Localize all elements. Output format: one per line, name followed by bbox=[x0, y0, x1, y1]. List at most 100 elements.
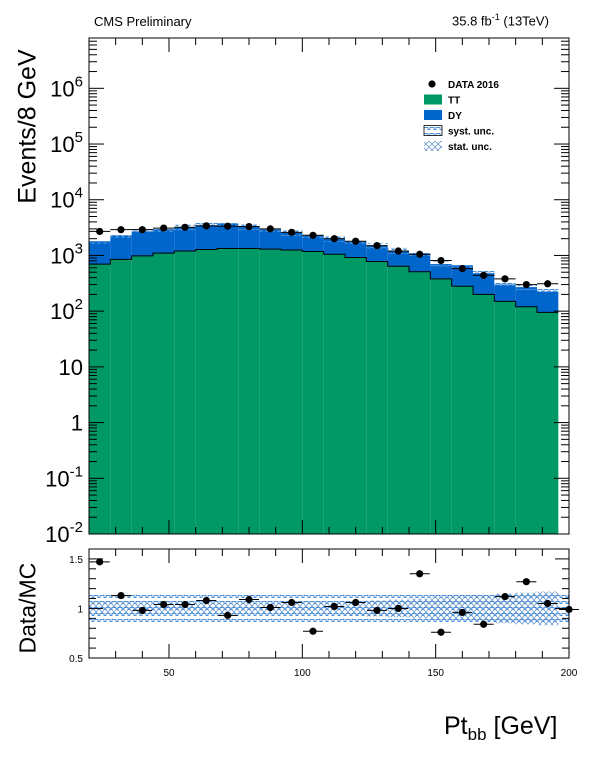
syst-band bbox=[494, 281, 516, 288]
x-axis-title-main: Pt bbox=[444, 712, 468, 740]
y-tick-label: 106 bbox=[50, 73, 83, 101]
y-tick-label: 105 bbox=[50, 129, 83, 157]
ratio-stat-band bbox=[238, 603, 260, 614]
dy-bar bbox=[515, 287, 537, 307]
data-point bbox=[416, 250, 424, 258]
legend-marker-data bbox=[428, 80, 436, 88]
ratio-stat-band bbox=[451, 596, 473, 621]
tt-bar bbox=[537, 312, 559, 534]
lumi-exponent: -1 bbox=[491, 12, 500, 22]
tt-bar bbox=[195, 249, 217, 534]
experiment-label: CMS Preliminary bbox=[94, 14, 192, 29]
ratio-stat-band bbox=[430, 597, 452, 620]
ratio-stat-band bbox=[409, 598, 431, 619]
tt-bar bbox=[366, 261, 388, 534]
data-point bbox=[202, 222, 210, 230]
main-panel: 10-2 10-1 1 10 102 103 104 105 106 bbox=[45, 37, 570, 547]
tt-bar bbox=[430, 278, 452, 534]
dy-bar bbox=[217, 223, 239, 249]
ratio-point bbox=[117, 591, 125, 600]
dy-bar bbox=[473, 273, 495, 295]
syst-band bbox=[110, 233, 132, 239]
data-point bbox=[394, 247, 402, 255]
tt-bar bbox=[281, 250, 303, 534]
x-tick-label: 150 bbox=[427, 668, 444, 679]
data-point bbox=[160, 224, 168, 232]
ratio-stat-band bbox=[302, 602, 324, 615]
ratio-point bbox=[160, 600, 168, 609]
data-point bbox=[458, 265, 466, 273]
ratio-stat-band bbox=[345, 601, 367, 616]
legend-label: stat. unc. bbox=[448, 142, 492, 153]
data-point bbox=[96, 227, 104, 236]
ratio-y-tick-label: 1 bbox=[77, 604, 83, 615]
dy-bar bbox=[153, 229, 175, 254]
y-tick-label: 102 bbox=[50, 296, 83, 324]
data-point bbox=[138, 226, 146, 234]
ratio-stat-band bbox=[515, 592, 537, 625]
x-axis-title-unit: [GeV] bbox=[486, 712, 558, 740]
ratio-point bbox=[96, 558, 104, 566]
ratio-point bbox=[522, 578, 530, 586]
dy-bar bbox=[494, 284, 516, 302]
legend-label: DATA 2016 bbox=[448, 80, 499, 91]
ratio-y-tick-label: 1.5 bbox=[69, 555, 83, 566]
ratio-stat-band bbox=[110, 602, 132, 615]
ratio-point bbox=[480, 620, 488, 628]
ratio-point bbox=[224, 611, 232, 619]
syst-band bbox=[89, 238, 111, 245]
ratio-point bbox=[352, 598, 360, 607]
tt-bar bbox=[451, 286, 473, 534]
dy-bar bbox=[430, 264, 452, 279]
dy-bar bbox=[110, 235, 132, 260]
tt-bar bbox=[110, 259, 132, 534]
ratio-panel: 0.5 1 1.5 50 100 150 200 bbox=[69, 548, 579, 679]
data-point bbox=[522, 280, 530, 289]
ratio-point bbox=[309, 627, 317, 635]
tt-bar bbox=[131, 255, 153, 534]
x-tick-label: 200 bbox=[561, 668, 578, 679]
x-tick-label: 100 bbox=[294, 668, 311, 679]
legend: DATA 2016 TT DY syst. unc. stat. unc. bbox=[423, 80, 499, 153]
dy-bar bbox=[259, 229, 281, 250]
x-axis-title-sub: bb bbox=[467, 725, 487, 744]
legend-label: syst. unc. bbox=[448, 127, 494, 138]
ratio-point bbox=[501, 592, 509, 601]
dy-bar bbox=[131, 231, 153, 256]
dy-bar bbox=[195, 225, 217, 250]
ratio-point bbox=[394, 604, 402, 613]
ratio-stat-band bbox=[195, 603, 217, 614]
data-point bbox=[480, 271, 488, 279]
dy-bar bbox=[281, 232, 303, 251]
data-point bbox=[501, 275, 509, 283]
data-point bbox=[309, 231, 317, 239]
ratio-point bbox=[544, 599, 552, 608]
tt-bar bbox=[387, 266, 409, 534]
ratio-point bbox=[373, 606, 381, 615]
dy-bar bbox=[387, 250, 409, 267]
dy-bar bbox=[238, 226, 260, 249]
ratio-point bbox=[437, 628, 445, 636]
ratio-point bbox=[288, 598, 296, 607]
data-point bbox=[266, 225, 274, 233]
x-axis-title: Ptbb [GeV] bbox=[444, 712, 557, 745]
data-point bbox=[544, 280, 552, 288]
dy-bar bbox=[366, 245, 388, 262]
ratio-point bbox=[181, 600, 189, 609]
legend-swatch-tt bbox=[424, 94, 442, 105]
y-axis-title: Events/8 GeV bbox=[13, 49, 42, 204]
dy-bar bbox=[451, 265, 473, 287]
data-point bbox=[117, 226, 125, 234]
y-tick-label: 103 bbox=[50, 240, 83, 268]
legend-swatch-stat bbox=[424, 141, 442, 151]
legend-label: DY bbox=[448, 111, 462, 122]
ratio-point bbox=[330, 602, 338, 611]
legend-swatch-syst bbox=[423, 125, 443, 136]
syst-band bbox=[430, 261, 452, 268]
dy-bar bbox=[323, 238, 345, 255]
ratio-y-tick-label: 0.5 bbox=[69, 654, 83, 665]
tt-bar bbox=[259, 249, 281, 535]
data-point bbox=[288, 228, 296, 236]
ratio-stat-band bbox=[473, 595, 495, 622]
tt-bar bbox=[409, 271, 431, 534]
